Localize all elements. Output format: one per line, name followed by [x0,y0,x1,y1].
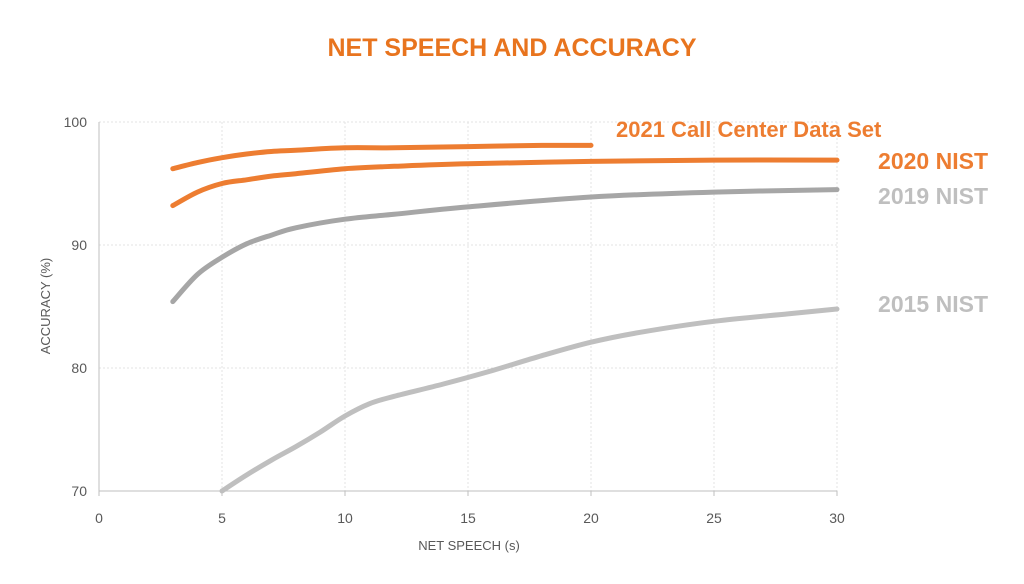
series-line-3 [170,187,840,305]
series-label-3: 2019 NIST [878,183,988,209]
x-tick-label: 20 [583,510,599,526]
series-lines [170,142,840,494]
y-tick-label: 90 [71,237,87,253]
series-line-4 [219,306,840,494]
x-tick-label: 5 [218,510,226,526]
y-axis-label: ACCURACY (%) [38,258,53,355]
y-tick-label: 100 [64,114,88,130]
gridlines [99,121,838,491]
x-axis-label: NET SPEECH (s) [418,538,520,553]
chart-title: NET SPEECH AND ACCURACY [327,34,696,62]
series-label-2: 2020 NIST [878,148,988,174]
y-tick-label: 70 [71,483,87,499]
series-label-4: 2015 NIST [878,291,988,317]
x-tick-label: 25 [706,510,722,526]
x-tick-label: 0 [95,510,103,526]
x-tick-label: 30 [829,510,845,526]
series-labels: 2021 Call Center Data Set 2020 NIST 2019 N… [616,117,988,317]
series-label-1: 2021 Call Center Data Set [616,117,882,142]
y-tick-label: 80 [71,360,87,376]
series-line-1 [170,142,594,172]
tick-labels: 70 80 90 100 0 5 10 15 20 25 30 [64,114,845,526]
x-tick-label: 10 [337,510,353,526]
series-line-2 [170,157,840,209]
x-tick-label: 15 [460,510,476,526]
